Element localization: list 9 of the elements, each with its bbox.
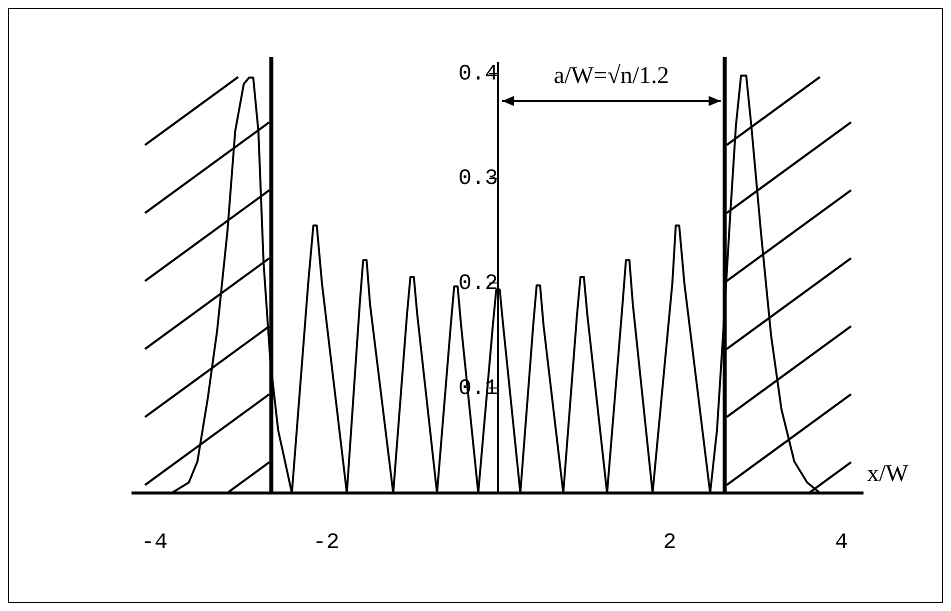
y-tick-label: 0.4	[458, 61, 498, 86]
annotation: a/W=√n/1.2	[554, 63, 670, 89]
y-tick-label: 0.2	[458, 271, 498, 296]
y-tick-label: 0.3	[458, 166, 498, 192]
x-tick-label: -4	[141, 530, 168, 556]
x-axis-title: x/W	[867, 461, 909, 487]
x-tick-label: 2	[663, 530, 676, 556]
x-tick-label: 4	[834, 530, 848, 556]
x-tick-label: -2	[313, 530, 340, 556]
